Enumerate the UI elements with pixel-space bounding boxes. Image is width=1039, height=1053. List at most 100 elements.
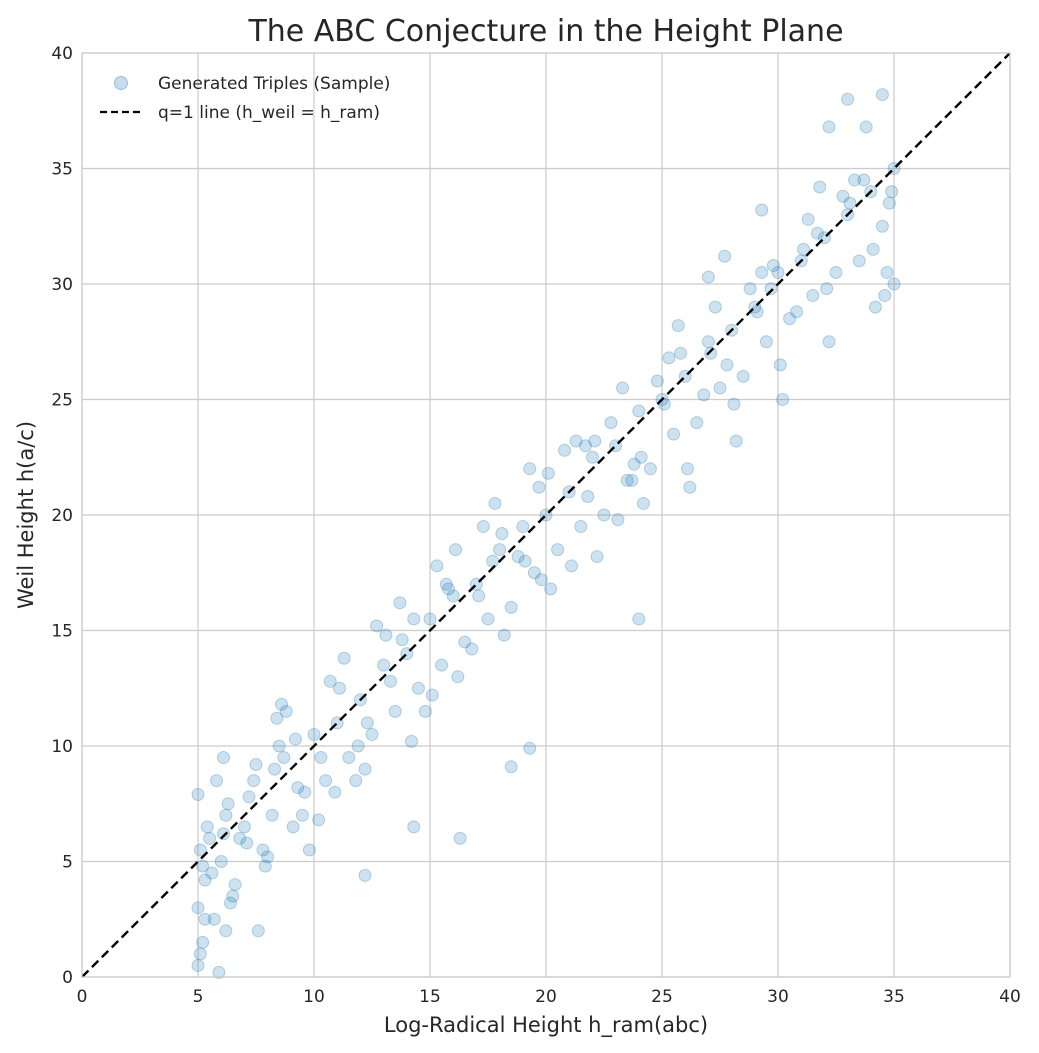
x-tick-label: 5 — [193, 987, 204, 1007]
data-point — [486, 554, 500, 568]
data-point — [207, 912, 221, 926]
data-point — [836, 189, 850, 203]
x-tick-label: 40 — [999, 987, 1021, 1007]
data-point — [569, 434, 583, 448]
data-point — [219, 808, 233, 822]
data-point — [848, 173, 862, 187]
data-point — [203, 831, 217, 845]
data-point — [643, 462, 657, 476]
data-point — [674, 346, 688, 360]
data-point — [558, 443, 572, 457]
data-point — [351, 739, 365, 753]
q1-line — [81, 52, 1011, 978]
data-point — [277, 751, 291, 765]
data-point — [662, 351, 676, 365]
data-point — [377, 658, 391, 672]
data-point — [759, 335, 773, 349]
data-point — [242, 790, 256, 804]
data-point — [790, 305, 804, 319]
data-point — [681, 462, 695, 476]
data-point — [307, 727, 321, 741]
data-point — [504, 600, 518, 614]
data-point — [237, 820, 251, 834]
data-point — [240, 836, 254, 850]
data-point — [328, 785, 342, 799]
data-point — [783, 312, 797, 326]
data-point — [323, 674, 337, 688]
data-point — [268, 762, 282, 776]
x-tick-label: 30 — [767, 987, 789, 1007]
data-point — [193, 843, 207, 857]
data-point — [191, 958, 205, 972]
data-point — [527, 566, 541, 580]
data-point — [771, 265, 785, 279]
data-point — [476, 520, 490, 534]
data-point — [370, 619, 384, 633]
data-point — [442, 582, 456, 596]
data-point — [764, 282, 778, 296]
data-point — [191, 901, 205, 915]
data-point — [265, 808, 279, 822]
data-point — [701, 335, 715, 349]
data-point — [541, 466, 555, 480]
data-point — [574, 520, 588, 534]
x-tick-label: 20 — [535, 987, 557, 1007]
data-point — [625, 473, 639, 487]
y-tick-label: 10 — [51, 737, 73, 757]
data-point — [820, 282, 834, 296]
data-point — [314, 751, 328, 765]
data-point — [193, 947, 207, 961]
data-point — [776, 393, 790, 406]
y-tick-labels: 0 5 10 15 20 25 30 35 40 — [51, 44, 73, 988]
data-point — [407, 820, 421, 834]
data-point — [713, 381, 727, 395]
data-point — [683, 480, 697, 494]
data-point — [857, 173, 871, 187]
chart-title: The ABC Conjecture in the Height Plane — [247, 14, 843, 49]
data-point — [551, 543, 565, 557]
data-point — [430, 559, 444, 573]
data-point — [393, 596, 407, 610]
legend: Generated Triples (Sample) q=1 line (h_w… — [100, 74, 390, 123]
data-point — [198, 912, 212, 926]
y-axis-label: Weil Height h(a/c) — [14, 421, 38, 609]
y-tick-label: 15 — [51, 622, 73, 642]
data-point — [349, 774, 363, 788]
data-point — [878, 289, 892, 303]
data-point — [198, 873, 212, 887]
data-point — [822, 335, 836, 349]
data-point — [217, 751, 231, 765]
data-point — [196, 935, 210, 949]
data-point — [449, 543, 463, 557]
data-point — [360, 716, 374, 730]
x-tick-label: 25 — [651, 987, 673, 1007]
data-point — [671, 319, 685, 333]
data-point — [214, 855, 228, 868]
data-point — [544, 582, 558, 596]
data-point — [425, 688, 439, 702]
data-point — [258, 859, 272, 873]
data-point — [632, 404, 646, 418]
data-point — [472, 589, 486, 603]
data-point — [875, 88, 889, 102]
data-point — [750, 305, 764, 319]
data-point — [497, 628, 511, 642]
legend-label-scatter: Generated Triples (Sample) — [158, 74, 390, 94]
data-point — [228, 878, 242, 892]
data-point — [701, 270, 715, 284]
data-point — [810, 226, 824, 240]
data-point — [604, 416, 618, 430]
plot-frame — [81, 52, 1011, 978]
data-point — [718, 249, 732, 263]
data-point — [704, 346, 718, 360]
data-point — [342, 751, 356, 765]
data-point — [585, 450, 599, 464]
data-point — [708, 300, 722, 314]
data-point — [801, 212, 815, 226]
data-point — [627, 457, 641, 471]
data-point — [697, 388, 711, 402]
data-point — [720, 358, 734, 372]
data-point — [565, 559, 579, 573]
data-point — [411, 681, 425, 695]
